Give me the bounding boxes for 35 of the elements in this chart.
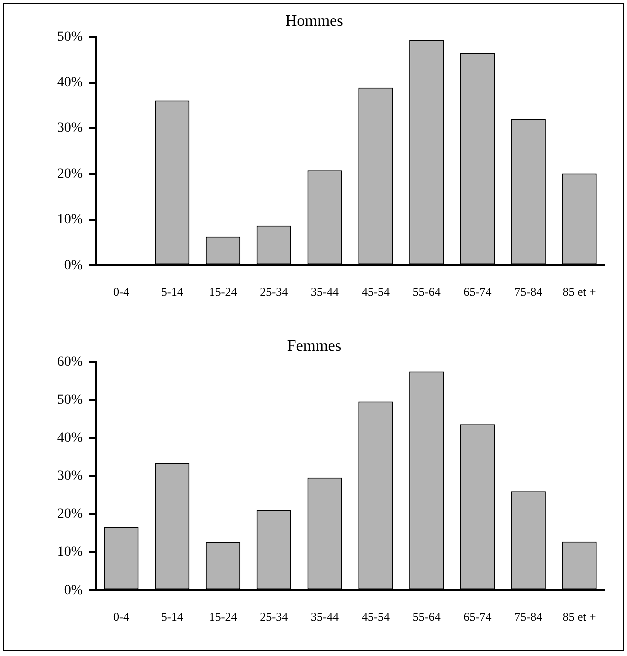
x-tick-label: 25-34 <box>260 610 288 624</box>
y-tick-label: 20% <box>57 166 84 182</box>
y-tick-label: 30% <box>57 469 84 484</box>
x-tick-label: 85 et + <box>562 284 596 299</box>
x-tick-label: 5-14 <box>161 284 184 299</box>
y-tick-label: 40% <box>57 76 84 91</box>
y-tick-label: 40% <box>57 431 84 446</box>
chart-title: Hommes <box>286 12 344 30</box>
chart-title: Femmes <box>287 338 342 355</box>
y-tick-label: 50% <box>57 392 84 408</box>
x-tick-label: 65-74 <box>464 610 492 624</box>
y-tick-label: 10% <box>57 545 84 560</box>
x-tick-label: 75-84 <box>514 284 543 299</box>
x-tick-label: 15-24 <box>209 610 238 624</box>
x-tick-label: 0-4 <box>113 610 130 624</box>
y-tick-label: 10% <box>57 212 84 228</box>
y-tick-label: 0% <box>64 583 84 598</box>
x-tick-label: 75-84 <box>514 610 543 624</box>
x-tick-label: 45-54 <box>362 610 390 624</box>
x-tick-label: 55-64 <box>412 284 441 299</box>
x-tick-label: 5-14 <box>161 610 184 624</box>
y-tick-label: 20% <box>57 507 84 522</box>
y-tick-label: 60% <box>57 354 84 370</box>
x-tick-label: 0-4 <box>113 284 130 299</box>
y-tick-label: 30% <box>57 121 84 136</box>
x-tick-label: 85 et + <box>562 610 596 624</box>
x-tick-label: 35-44 <box>311 284 340 299</box>
x-tick-label: 35-44 <box>311 610 340 624</box>
x-tick-label: 55-64 <box>412 610 441 624</box>
x-tick-label: 45-54 <box>362 284 390 299</box>
y-tick-label: 0% <box>64 258 84 274</box>
y-tick-label: 50% <box>57 30 84 45</box>
x-tick-label: 65-74 <box>464 284 492 299</box>
x-tick-label: 25-34 <box>260 284 288 299</box>
x-tick-label: 15-24 <box>209 284 238 299</box>
